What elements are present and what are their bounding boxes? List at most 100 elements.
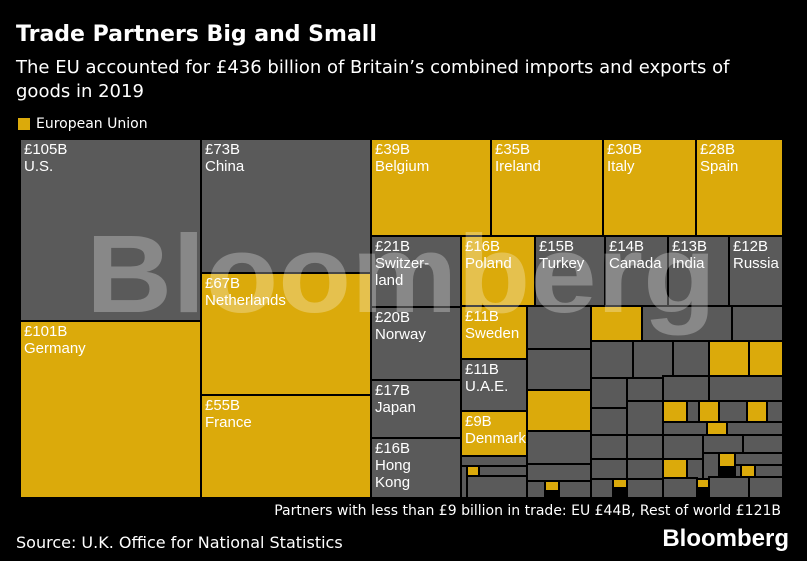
small-partner-tile-other-13: [626, 400, 664, 436]
small-partner-tile-other-43: [748, 476, 784, 499]
small-partner-tile-other-16: [766, 400, 784, 423]
small-partner-tile-other-41: [662, 477, 698, 499]
tile-label-russia: £12B Russia: [733, 238, 780, 272]
footnote: Partners with less than £9 billion in tr…: [274, 503, 781, 519]
small-partner-tile-other-29: [590, 458, 628, 480]
tile-label-spain: £28B Spain: [700, 141, 738, 175]
tile-u-a-e: [460, 358, 528, 412]
tile-russia: [728, 235, 784, 307]
small-partner-tile-other-39: [590, 478, 614, 499]
small-partner-tile-other-4: [526, 348, 592, 391]
small-partner-tile-other-26: [734, 452, 784, 466]
small-partner-tile-eu-3: [748, 340, 784, 377]
tile-netherlands: [200, 272, 372, 396]
tile-germany: [19, 320, 202, 499]
small-partner-tile-eu-11: [466, 465, 480, 477]
small-partner-tile-other-9: [626, 377, 664, 402]
tile-france: [200, 394, 372, 499]
small-partner-tile-other-11: [708, 375, 784, 402]
small-partner-tile-eu-7: [746, 400, 768, 423]
small-partner-tile-other-42: [708, 476, 750, 499]
small-partner-tile-eu-8: [706, 421, 728, 436]
small-partner-tile-other-31: [686, 458, 704, 480]
small-partner-tile-other-35: [478, 465, 528, 477]
tile-label-poland: £16B Poland: [465, 238, 512, 272]
tile-spain: [695, 138, 784, 237]
small-partner-tile-other-36: [466, 475, 528, 499]
legend-label-eu: European Union: [36, 116, 148, 132]
small-partner-tile-other-37: [526, 480, 546, 499]
tile-ireland: [490, 138, 604, 237]
tile-label-denmark: £9B Denmark: [465, 413, 526, 447]
small-partner-tile-other-40: [626, 478, 664, 499]
tile-label-sweden: £11B Sweden: [465, 308, 519, 342]
legend: European Union: [18, 116, 148, 132]
small-partner-tile-eu-4: [526, 389, 592, 432]
tile-canada: [604, 235, 669, 307]
small-partner-tile-other-20: [590, 434, 628, 460]
small-partner-tile-other-30: [626, 458, 664, 480]
tile-label-germany: £101B Germany: [24, 323, 86, 357]
tile-label-belgium: £39B Belgium: [375, 141, 429, 175]
small-partner-tile-other-25: [702, 452, 720, 480]
tile-norway: [370, 306, 462, 381]
tile-label-canada: £14B Canada: [609, 238, 662, 272]
small-partner-tile-other-17: [662, 421, 708, 436]
small-partner-tile-other-18: [726, 421, 784, 436]
small-partner-tile-other-22: [662, 434, 704, 460]
legend-swatch-eu: [18, 118, 30, 130]
small-partner-tile-other-5: [590, 340, 634, 379]
small-partner-tile-other-28: [526, 463, 592, 482]
tile-label-switzer-land: £21B Switzer-land: [375, 238, 429, 289]
small-partner-tile-eu-6: [698, 400, 720, 423]
tile-label-india: £13B India: [672, 238, 707, 272]
tile-label-china: £73B China: [205, 141, 245, 175]
tile-label-turkey: £15B Turkey: [539, 238, 585, 272]
tile-label-ireland: £35B Ireland: [495, 141, 541, 175]
small-partner-tile-eu-5: [662, 400, 688, 423]
small-partner-tile-eu-10: [718, 452, 736, 468]
small-partner-tile-eu-14: [612, 478, 628, 489]
small-partner-tile-other-7: [672, 340, 710, 377]
chart-title: Trade Partners Big and Small: [16, 22, 377, 47]
small-partner-tile-other-3: [731, 305, 784, 342]
small-partner-tile-other-23: [702, 434, 744, 454]
tile-label-hong-kong: £16B Hong Kong: [375, 440, 411, 491]
tile-label-u-s: £105B U.S.: [24, 141, 67, 175]
small-partner-tile-other-8: [590, 377, 628, 409]
small-partner-tile-eu-13: [544, 480, 560, 492]
small-partner-tile-other-24: [742, 434, 784, 454]
tile-label-italy: £30B Italy: [607, 141, 642, 175]
tile-belgium: [370, 138, 492, 237]
watermark: Bloomberg: [86, 213, 716, 336]
small-partner-tile-other-6: [632, 340, 674, 379]
brand-logo: Bloomberg: [662, 525, 789, 552]
small-partner-tile-other-33: [754, 464, 784, 478]
small-partner-tile-eu-9: [662, 458, 688, 479]
small-partner-tile-eu-2: [708, 340, 750, 377]
small-partner-tile-other-12: [590, 407, 628, 436]
tile-label-france: £55B France: [205, 397, 252, 431]
small-partner-tile-other-21: [626, 434, 664, 460]
chart-subtitle: The EU accounted for £436 billion of Bri…: [16, 57, 730, 102]
tile-label-u-a-e: £11B U.A.E.: [465, 361, 508, 395]
small-partner-tile-other-19: [526, 430, 592, 465]
small-partner-tile-eu-12: [740, 464, 756, 478]
tile-label-netherlands: £67B Netherlands: [205, 275, 286, 309]
small-partner-tile-other-14: [686, 400, 700, 423]
small-partner-tile-other-27: [460, 455, 528, 467]
tile-label-japan: £17B Japan: [375, 382, 416, 416]
tile-label-norway: £20B Norway: [375, 309, 426, 343]
small-partner-tile-eu-15: [696, 478, 710, 489]
small-partner-tile-other-15: [718, 400, 748, 423]
tile-denmark: [460, 410, 528, 457]
small-partner-tile-eu-1: [590, 305, 643, 342]
source-note: Source: U.K. Office for National Statist…: [16, 533, 343, 552]
tile-hong-kong: [370, 437, 462, 499]
small-partner-tile-other-10: [662, 375, 710, 402]
tile-turkey: [534, 235, 606, 307]
small-partner-tile-other-38: [558, 480, 592, 499]
tile-poland: [460, 235, 536, 307]
tile-italy: [602, 138, 697, 237]
